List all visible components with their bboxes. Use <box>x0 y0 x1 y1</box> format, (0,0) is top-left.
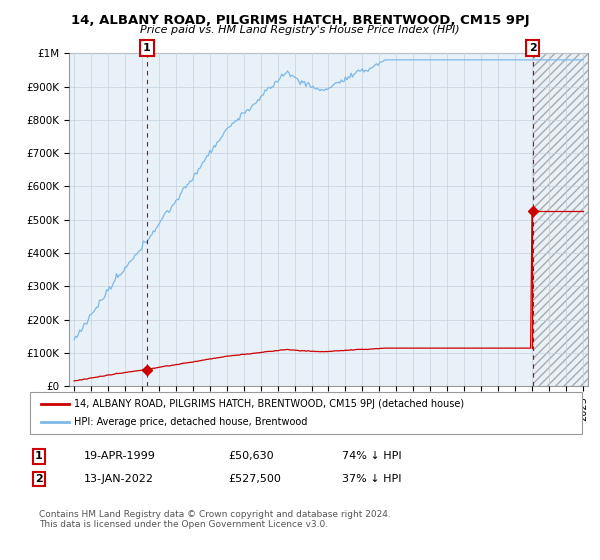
Text: 1: 1 <box>35 451 43 461</box>
Text: 2: 2 <box>35 474 43 484</box>
Text: 14, ALBANY ROAD, PILGRIMS HATCH, BRENTWOOD, CM15 9PJ (detached house): 14, ALBANY ROAD, PILGRIMS HATCH, BRENTWO… <box>74 399 464 409</box>
Text: £50,630: £50,630 <box>228 451 274 461</box>
Text: 74% ↓ HPI: 74% ↓ HPI <box>342 451 401 461</box>
Text: Contains HM Land Registry data © Crown copyright and database right 2024.
This d: Contains HM Land Registry data © Crown c… <box>39 510 391 529</box>
Text: £527,500: £527,500 <box>228 474 281 484</box>
Bar <box>533 53 588 386</box>
FancyBboxPatch shape <box>30 392 582 434</box>
Text: 19-APR-1999: 19-APR-1999 <box>84 451 156 461</box>
Text: 14, ALBANY ROAD, PILGRIMS HATCH, BRENTWOOD, CM15 9PJ: 14, ALBANY ROAD, PILGRIMS HATCH, BRENTWO… <box>71 14 529 27</box>
Text: 1: 1 <box>143 43 151 53</box>
Text: Price paid vs. HM Land Registry's House Price Index (HPI): Price paid vs. HM Land Registry's House … <box>140 25 460 35</box>
Bar <box>533 53 588 386</box>
Text: 2: 2 <box>529 43 536 53</box>
Text: 37% ↓ HPI: 37% ↓ HPI <box>342 474 401 484</box>
Text: 13-JAN-2022: 13-JAN-2022 <box>84 474 154 484</box>
Text: HPI: Average price, detached house, Brentwood: HPI: Average price, detached house, Bren… <box>74 417 308 427</box>
